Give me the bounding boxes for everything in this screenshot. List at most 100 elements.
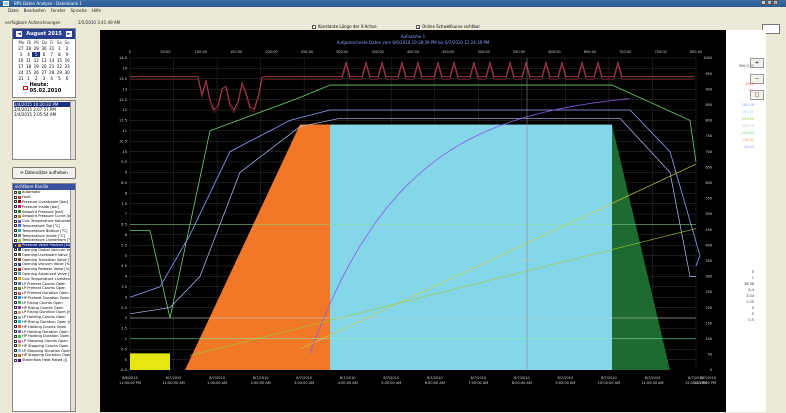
channel-item[interactable]: LP Preheat Counts Open: [13, 281, 75, 286]
channel-checkbox[interactable]: [14, 205, 17, 209]
channel-item[interactable]: LP Holding Counts Open: [13, 315, 75, 320]
constant-x-axis-checkbox[interactable]: Konstante Länge der X-Achse: [312, 24, 377, 29]
online-curve-checkbox[interactable]: ✓ Online Schwellkurve sichtbar: [416, 24, 481, 30]
calendar-day[interactable]: 29: [56, 70, 62, 75]
calendar-day[interactable]: 3: [19, 52, 23, 57]
calendar-day[interactable]: 20: [41, 64, 47, 69]
channel-checkbox[interactable]: [14, 224, 17, 228]
zoom-in-button[interactable]: +: [750, 58, 764, 68]
channel-item[interactable]: Automatic: [13, 190, 75, 195]
calendar-day[interactable]: 19: [33, 64, 39, 69]
maximize-button[interactable]: □: [767, 0, 772, 5]
calendar-day[interactable]: 12: [33, 58, 39, 63]
channel-checkbox[interactable]: [14, 286, 17, 290]
channel-item[interactable]: Setpoint Pressure Curve [bar]: [13, 214, 75, 219]
channel-item[interactable]: Calc Temperature Livesteam [°C]: [13, 276, 75, 281]
channel-checkbox[interactable]: [14, 243, 17, 247]
chart-area[interactable]: Aufnahme 1 Aufgezeichnete Daten vom 6/6/2…: [100, 30, 726, 412]
close-button[interactable]: ×: [773, 0, 778, 5]
channel-item[interactable]: Calc Temperature Saturated Steam Auto: [13, 219, 75, 224]
channel-checkbox[interactable]: [14, 339, 17, 343]
minimize-button[interactable]: _: [761, 0, 766, 5]
channel-item[interactable]: HP Holding Duration Open [min]: [13, 334, 75, 339]
load-records-button[interactable]: ⟳ Datensätze aufheben: [12, 167, 76, 179]
channel-checkbox[interactable]: [14, 277, 17, 281]
calendar-day[interactable]: 9: [65, 52, 69, 57]
record-item[interactable]: 2/4/2015 2:05:54 AM: [14, 112, 57, 117]
channel-item[interactable]: Temperature Bottom [°C]: [13, 228, 75, 233]
channel-checkbox[interactable]: [14, 195, 17, 199]
channel-item[interactable]: HP Stopping Duration Open [min]: [13, 353, 75, 358]
zoom-out-button[interactable]: −: [750, 74, 764, 84]
channel-item[interactable]: Pressure Inside [bar]: [13, 204, 75, 209]
channel-item[interactable]: LP Preheat Duration Open [min]: [13, 291, 75, 296]
calendar-day[interactable]: 27: [18, 46, 24, 51]
calendar-day[interactable]: 17: [18, 64, 24, 69]
calendar-day[interactable]: 28: [49, 70, 55, 75]
channel-item[interactable]: Opening Release Valve [%]: [13, 267, 75, 272]
channel-item[interactable]: HP Stopping Counts Open: [13, 344, 75, 349]
calendar-day[interactable]: 24: [18, 70, 24, 75]
calendar-day[interactable]: 31: [49, 46, 55, 51]
checkbox-box[interactable]: ✓: [416, 24, 421, 30]
calendar-day[interactable]: 7: [50, 52, 53, 57]
calendar-day[interactable]: 1: [58, 46, 61, 51]
calendar-day[interactable]: 13: [41, 58, 47, 63]
channel-item[interactable]: HP Rising Duration Open [min]: [13, 320, 75, 325]
menu-item-4[interactable]: Hilfe: [91, 8, 101, 13]
channel-item[interactable]: LP Rising Counts Open: [13, 300, 75, 305]
calendar-day[interactable]: 4: [27, 52, 30, 57]
channel-item[interactable]: LP Stopping Counts Open: [13, 339, 75, 344]
channel-checkbox[interactable]: [14, 325, 17, 329]
calendar-day[interactable]: 1: [27, 76, 30, 81]
calendar-day[interactable]: 31: [18, 76, 24, 81]
channel-checkbox[interactable]: [14, 229, 17, 233]
channel-item[interactable]: Opening Advanced Valve [%]: [13, 272, 75, 277]
calendar-day[interactable]: 18: [26, 64, 32, 69]
channel-item[interactable]: LP Rising Duration Open [min]: [13, 310, 75, 315]
calendar-day[interactable]: 30: [41, 46, 47, 51]
menu-item-3[interactable]: Sprache: [70, 8, 87, 13]
channel-item[interactable]: Pressure Value Product [bar°C]: [13, 242, 75, 248]
channel-checkbox[interactable]: [14, 234, 17, 238]
channel-checkbox[interactable]: [14, 344, 17, 348]
calendar-day[interactable]: 28: [26, 46, 32, 51]
channel-checkbox[interactable]: [14, 353, 17, 357]
calendar-day[interactable]: 11: [26, 58, 32, 63]
channel-item[interactable]: HP Rising Counts Open: [13, 305, 75, 310]
channel-item[interactable]: Temperature Top [°C]: [13, 224, 75, 229]
channel-item[interactable]: Steamflow Heat Rated [l]: [13, 358, 75, 363]
calendar-day[interactable]: 14: [49, 58, 55, 63]
channel-checkbox[interactable]: [14, 296, 17, 300]
today-label[interactable]: Heute: 05.02.2010: [23, 82, 75, 94]
menu-item-0[interactable]: Datei: [8, 8, 19, 13]
channel-item[interactable]: Temperature Livestream [°C]: [13, 238, 75, 243]
records-scrollbar[interactable]: [70, 101, 75, 159]
calendar-day[interactable]: 2: [65, 46, 69, 51]
channel-item[interactable]: Pressure Livestream [bar]: [13, 200, 75, 205]
channel-checkbox[interactable]: [14, 262, 17, 266]
calendar-day[interactable]: 22: [56, 64, 62, 69]
channel-checkbox[interactable]: [14, 301, 17, 305]
calendar-day[interactable]: 3: [42, 76, 46, 81]
channel-checkbox[interactable]: [14, 349, 17, 353]
channel-item[interactable]: Opening Global Vacuum Valve [%]: [13, 248, 75, 253]
calendar-day[interactable]: 21: [49, 64, 55, 69]
menu-item-1[interactable]: Bearbeiten: [23, 8, 46, 13]
calendar-day[interactable]: 23: [64, 64, 70, 69]
channel-checkbox[interactable]: [14, 248, 17, 252]
channel-item[interactable]: Setpoint Pressure [bar]: [13, 209, 75, 214]
record-item[interactable]: 2/4/2015 10:30:32 PM: [14, 102, 74, 107]
channel-checkbox[interactable]: [14, 272, 17, 276]
channel-checkbox[interactable]: [14, 320, 17, 324]
channel-item[interactable]: Opening Vacuum Valve [%]: [13, 262, 75, 267]
channel-item[interactable]: Temperature Inside [°C]: [13, 233, 75, 238]
record-item[interactable]: 2/4/2015 2:07:57 PM: [14, 107, 56, 112]
channel-checkbox[interactable]: [14, 310, 17, 314]
calendar-day[interactable]: 30: [64, 70, 70, 75]
calendar-day[interactable]: 16: [64, 58, 70, 63]
calendar-day[interactable]: 15: [56, 58, 62, 63]
channel-checkbox[interactable]: [14, 219, 17, 223]
channel-item[interactable]: Opening Transition Valve [%]: [13, 257, 75, 262]
